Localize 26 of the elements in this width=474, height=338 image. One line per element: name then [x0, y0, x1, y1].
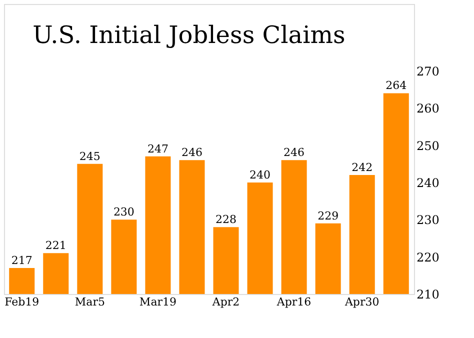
x-tick-label: Feb19: [4, 296, 40, 308]
data-label: 247: [147, 142, 168, 156]
data-label: 240: [250, 168, 271, 182]
data-label: 228: [216, 213, 237, 226]
text: U.S. Initial Jobless Claims: [32, 21, 346, 49]
x-tick-label: Mar5: [74, 296, 105, 308]
data-label: 264: [386, 79, 407, 92]
y-tick-label: 240: [416, 176, 440, 190]
y-tick-label: 220: [416, 250, 440, 264]
x-tick-label: Apr16: [276, 296, 312, 308]
x-tick-label: Apr2: [211, 296, 240, 308]
y-tick-label: 250: [416, 138, 440, 153]
data-label: 246: [181, 146, 202, 160]
data-label: 245: [79, 150, 100, 163]
data-label: 229: [318, 209, 339, 222]
y-tick-label: 260: [416, 102, 440, 116]
x-tick-label: Apr30: [344, 296, 380, 308]
data-label: 217: [11, 254, 32, 267]
data-label: 230: [113, 206, 134, 219]
x-tick-label: Mar19: [139, 296, 176, 308]
data-label: 242: [352, 161, 373, 174]
y-tick-label: 270: [416, 64, 440, 78]
data-label: 221: [45, 239, 66, 252]
data-label: 246: [284, 146, 305, 160]
y-tick-label: 210: [416, 288, 440, 302]
y-tick-label: 230: [416, 213, 440, 228]
